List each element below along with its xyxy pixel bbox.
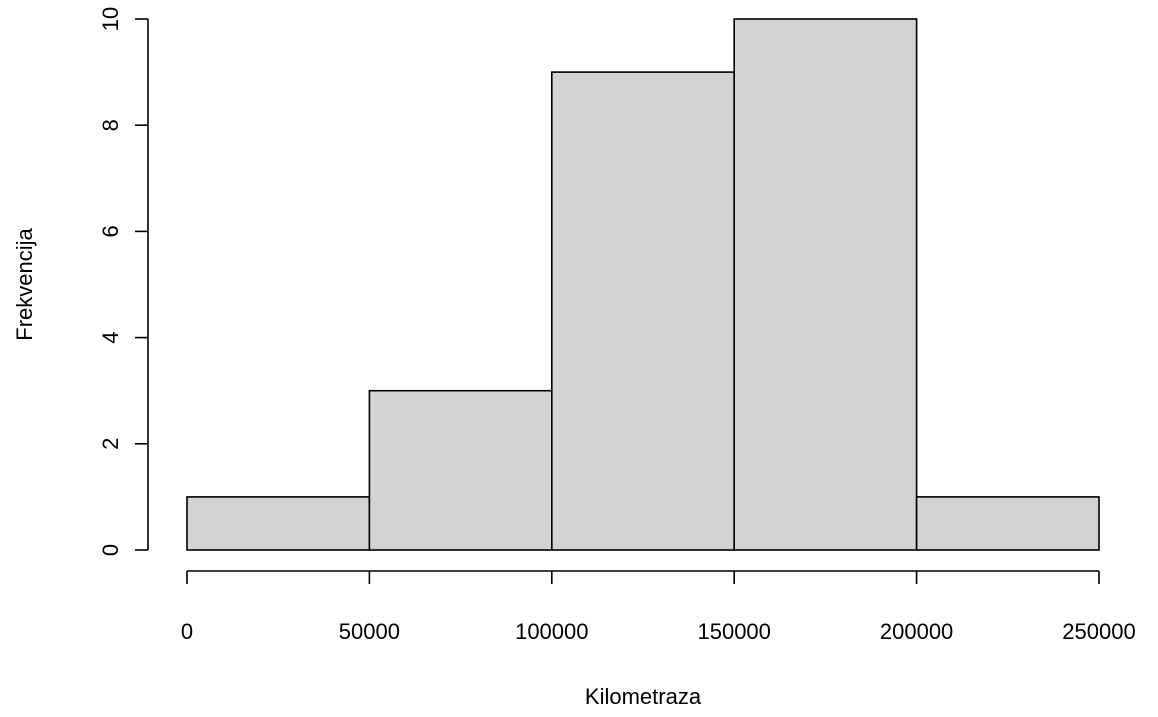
y-tick-label: 10: [98, 7, 123, 31]
x-tick-label: 100000: [515, 619, 588, 644]
x-axis: 0 50000 100000 150000 200000 250000: [181, 570, 1136, 644]
bars-layer: [186, 18, 1100, 551]
histogram-bar: [915, 496, 1100, 551]
x-tick-label: 150000: [697, 619, 770, 644]
y-axis: 0 2 4 6 8 10: [98, 7, 149, 556]
x-tick-label: 200000: [880, 619, 953, 644]
y-tick-label: 8: [98, 119, 123, 131]
y-tick-label: 0: [98, 544, 123, 556]
histogram-bar: [186, 496, 371, 551]
x-tick-label: 50000: [339, 619, 400, 644]
y-tick-label: 4: [98, 331, 123, 343]
histogram-bar: [550, 71, 735, 551]
x-tick-label: 250000: [1062, 619, 1135, 644]
y-tick-label: 2: [98, 438, 123, 450]
x-axis-title: Kilometraza: [585, 684, 702, 709]
histogram-bar: [733, 18, 918, 551]
y-tick-label: 6: [98, 225, 123, 237]
histogram-bar: [368, 389, 553, 551]
y-axis-title: Frekvencija: [12, 227, 37, 340]
x-tick-label: 0: [181, 619, 193, 644]
